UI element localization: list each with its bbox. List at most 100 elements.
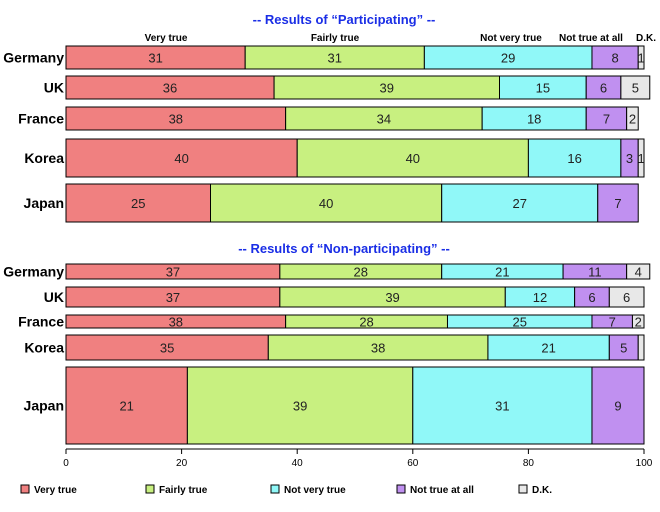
x-tick-label: 80 (523, 458, 535, 469)
legend-label-d-k: D.K. (532, 485, 552, 496)
series-header-very-true: Very true (145, 33, 188, 44)
legend: Very true Fairly true Not very true Not tru… (20, 484, 552, 496)
bar-japan-not-true-at-all (591, 366, 645, 445)
data-label: 34 (377, 112, 391, 127)
legend-swatch-fairly-true (145, 484, 155, 494)
data-label: 21 (119, 399, 133, 414)
series-header-labels: Very true Fairly true Not very true Not tru… (145, 33, 657, 44)
x-tick-label: 0 (63, 458, 69, 469)
category-label-uk: UK (44, 289, 64, 305)
data-label: 6 (588, 290, 595, 305)
data-label: 36 (163, 81, 177, 96)
data-label: 18 (527, 112, 541, 127)
series-header-not-very-true: Not very true (480, 33, 542, 44)
data-label: 40 (319, 196, 333, 211)
legend-swatch-not-true-at-all (396, 484, 406, 494)
bar-korea-not-very-true (487, 334, 610, 361)
data-label: 39 (380, 81, 394, 96)
series-header-d-k: D.K. (636, 33, 656, 44)
legend-label-very-true: Very true (34, 485, 77, 496)
bar-japan-fairly-true (186, 366, 414, 445)
x-tick-label: 40 (292, 458, 304, 469)
bar-japan-very-true (65, 366, 188, 445)
chart-title: -- Results of “Participating” -- (253, 12, 436, 27)
data-label: 1 (637, 51, 644, 66)
data-label: 28 (359, 315, 373, 330)
data-label: 25 (131, 196, 145, 211)
series-header-not-true-at-all: Not true at all (559, 33, 623, 44)
bar-germany-d-k (637, 45, 645, 70)
bar-korea-fairly-true (267, 334, 489, 361)
bar-korea-not-very-true (527, 138, 622, 178)
bar-japan-not-true-at-all (597, 183, 639, 223)
bar-korea-very-true (65, 138, 298, 178)
participating-title: -- Results of “Participating” -- (253, 12, 436, 27)
data-label: 16 (567, 151, 581, 166)
data-label: 31 (148, 51, 162, 66)
x-tick-label: 20 (176, 458, 188, 469)
category-label-uk: UK (44, 80, 64, 96)
data-label: 37 (166, 290, 180, 305)
data-label: 21 (495, 265, 509, 280)
data-label: 40 (406, 151, 420, 166)
legend-swatch-not-very-true (270, 484, 280, 494)
data-label: 37 (166, 265, 180, 280)
legend-swatch-very-true (20, 484, 30, 494)
data-label: 4 (635, 265, 642, 280)
legend-label-fairly-true: Fairly true (159, 485, 208, 496)
series-header-fairly-true: Fairly true (311, 33, 360, 44)
legend-swatch-d-k (518, 484, 528, 494)
data-label: 31 (328, 51, 342, 66)
data-label: 7 (614, 196, 621, 211)
data-label: 40 (174, 151, 188, 166)
bar-japan-not-very-true (441, 183, 599, 223)
data-label: 38 (169, 112, 183, 127)
data-label: 5 (620, 341, 627, 356)
data-label: 29 (501, 51, 515, 66)
bar-france-d-k (631, 314, 645, 329)
category-label-korea: Korea (24, 150, 64, 166)
category-label-japan: Japan (24, 398, 64, 414)
bar-korea-d-k (637, 334, 645, 361)
bar-uk-d-k (608, 286, 645, 308)
data-label: 12 (533, 290, 547, 305)
bar-korea-d-k (637, 138, 645, 178)
data-label: 3 (626, 151, 633, 166)
bar-korea-fairly-true (296, 138, 529, 178)
non-participating-title: -- Results of “Non-participating” -- (238, 241, 450, 256)
data-label: 11 (588, 265, 602, 280)
data-label: 35 (160, 341, 174, 356)
data-label: 6 (623, 290, 630, 305)
category-label-korea: Korea (24, 340, 64, 356)
data-label: 7 (603, 112, 610, 127)
data-label: 38 (169, 315, 183, 330)
bar-japan-not-very-true (412, 366, 593, 445)
category-label-japan: Japan (24, 195, 64, 211)
category-label-germany: Germany (3, 264, 64, 280)
chart-title: -- Results of “Non-participating” -- (238, 241, 450, 256)
data-label: 8 (611, 51, 618, 66)
data-label: 28 (354, 265, 368, 280)
bar-france-d-k (626, 106, 639, 131)
data-label: 7 (609, 315, 616, 330)
data-label: 1 (637, 151, 644, 166)
x-tick-label: 60 (407, 458, 419, 469)
legend-label-not-true-at-all: Not true at all (410, 485, 474, 496)
category-label-france: France (18, 314, 64, 330)
data-label: 2 (635, 315, 642, 330)
data-label: 2 (629, 112, 636, 127)
data-label: 15 (536, 81, 550, 96)
bar-uk-d-k (620, 75, 651, 100)
bar-germany-d-k (626, 263, 651, 280)
data-label: 39 (385, 290, 399, 305)
data-label: 38 (371, 341, 385, 356)
x-tick-label: 100 (636, 458, 653, 469)
bar-korea-not-true-at-all (608, 334, 639, 361)
data-label: 6 (600, 81, 607, 96)
data-label: 39 (293, 399, 307, 414)
category-label-germany: Germany (3, 50, 64, 66)
data-label: 9 (614, 399, 621, 414)
bar-japan-very-true (65, 183, 211, 223)
